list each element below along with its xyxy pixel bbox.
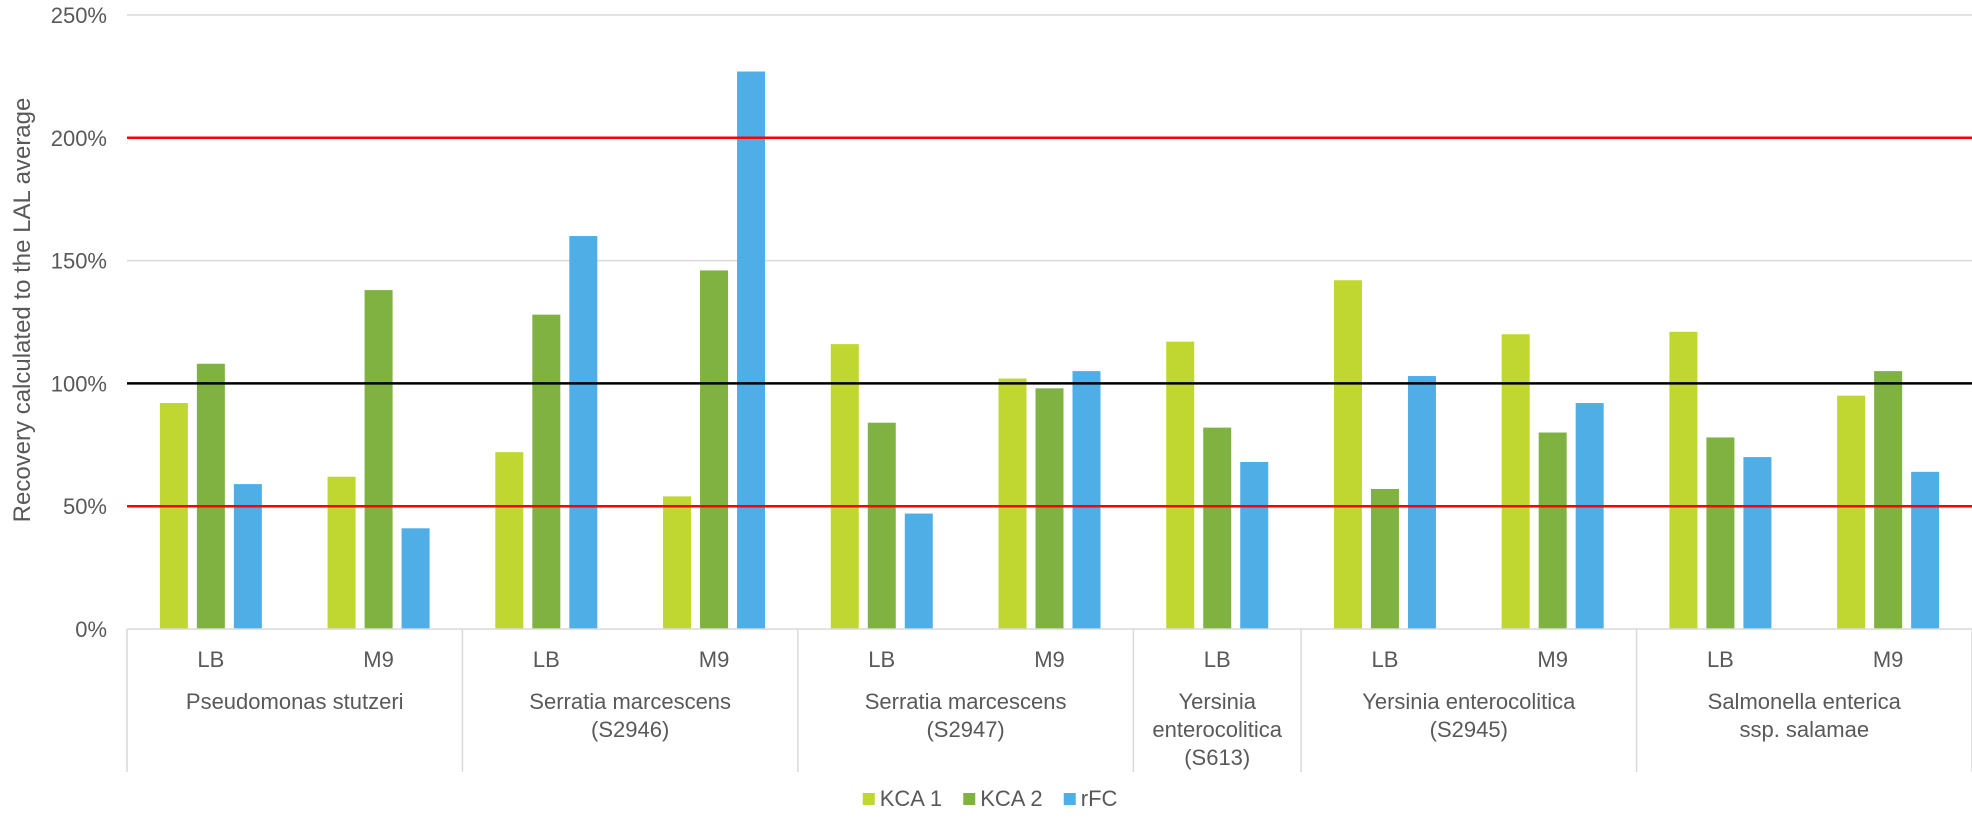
y-tick-label: 250% (51, 3, 107, 28)
bar-kca-1 (1501, 334, 1530, 629)
bar-kca-1 (495, 452, 524, 629)
legend-label: rFC (1081, 786, 1118, 811)
y-tick-label: 200% (51, 126, 107, 151)
x-tick-label: M9 (363, 647, 394, 672)
x-tick-label: M9 (1873, 647, 1904, 672)
x-tick-label: LB (1204, 647, 1231, 672)
x-tick-label: M9 (1034, 647, 1065, 672)
y-tick-label: 50% (63, 494, 107, 519)
y-tick-label: 0% (75, 617, 107, 642)
y-tick-label: 150% (51, 249, 107, 274)
bar-rfc (1575, 403, 1604, 629)
bar-kca-1 (998, 378, 1027, 629)
bar-kca-2 (1370, 489, 1399, 629)
bar-kca-2 (1538, 432, 1567, 629)
bar-rfc (233, 484, 262, 629)
legend: KCA 1 KCA 2 rFC (862, 786, 1118, 811)
legend-swatch (862, 793, 875, 805)
bar-rfc (1911, 471, 1940, 629)
bar-kca-2 (196, 363, 225, 629)
bar-kca-1 (663, 496, 692, 629)
bar-rfc (1743, 457, 1772, 629)
x-tick-label: LB (1371, 647, 1398, 672)
legend-label: KCA 2 (980, 786, 1042, 811)
bar-kca-1 (1837, 395, 1866, 629)
bar-kca-2 (1874, 371, 1903, 629)
group-label: Salmonella enterica ssp. salamae (1708, 689, 1902, 742)
bar-kca-2 (1035, 388, 1064, 629)
y-tick-label: 100% (51, 371, 107, 396)
legend-swatch (963, 793, 976, 805)
bar-rfc (737, 71, 766, 630)
bar-kca-1 (1669, 331, 1698, 629)
bar-rfc (569, 236, 598, 630)
bars (159, 71, 1940, 630)
x-tick-label: LB (197, 647, 224, 672)
bar-rfc (1072, 371, 1101, 629)
group-label: Serratia marcescens (S2947) (865, 689, 1067, 742)
x-tick-label: M9 (699, 647, 730, 672)
bar-kca-2 (364, 290, 393, 629)
group-label: Pseudomonas stutzeri (186, 689, 404, 714)
bar-kca-1 (159, 403, 188, 629)
bar-rfc (1407, 376, 1436, 629)
group-label: Yersinia enterocolitica (S613) (1152, 689, 1282, 770)
bar-kca-2 (1203, 427, 1232, 629)
x-tick-label: M9 (1537, 647, 1568, 672)
legend-swatch (1063, 793, 1076, 805)
bar-kca-1 (1166, 341, 1195, 629)
x-tick-label: LB (868, 647, 895, 672)
bar-kca-2 (867, 422, 896, 629)
bar-kca-1 (327, 476, 356, 629)
group-label: Yersinia enterocolitica (S2945) (1362, 689, 1576, 742)
x-tick-label: LB (1707, 647, 1734, 672)
bar-rfc (1240, 461, 1269, 629)
x-axis: LB M9 LB M9 LB M9 LB LB M9 LB M9 Pseudomonas stutze… (126, 628, 1972, 772)
y-axis-title: Recovery calculated to the LAL average (9, 98, 36, 523)
reference-lines (127, 136, 1972, 508)
bar-kca-1 (1333, 280, 1362, 629)
legend-label: KCA 1 (880, 786, 942, 811)
bar-kca-2 (1706, 437, 1735, 629)
bar-rfc (904, 513, 933, 629)
bar-rfc (401, 528, 430, 629)
bar-kca-2 (700, 270, 729, 629)
bar-kca-2 (532, 314, 561, 629)
group-label: Serratia marcescens (S2946) (529, 689, 731, 742)
y-axis-tick-labels: 0% 50% 100% 150% 200% 250% (51, 3, 107, 642)
bar-kca-1 (830, 344, 859, 629)
x-tick-label: LB (533, 647, 560, 672)
